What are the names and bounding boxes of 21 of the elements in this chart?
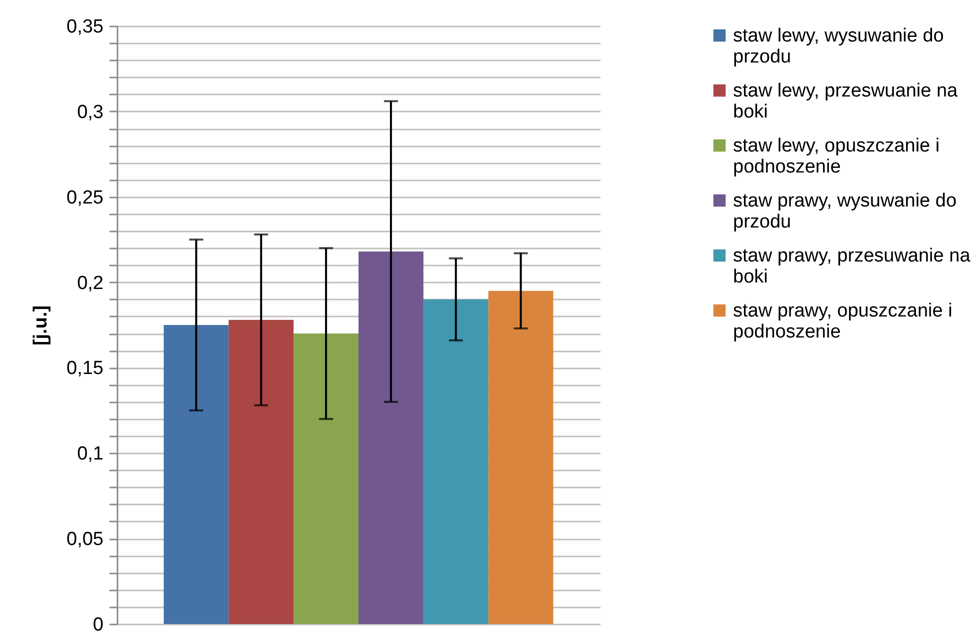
y-tick-label: 0,15 [66, 358, 104, 380]
y-tick-label: 0,3 [77, 102, 104, 123]
bar [228, 320, 294, 624]
legend-label: staw lewy, wysuwanie do przodu [733, 26, 944, 68]
legend-label: staw lewy, opuszczanie i podnoszenie [733, 136, 940, 178]
legend-label: staw prawy, opuszczanie i podnoszenie [733, 300, 952, 342]
bar [294, 334, 358, 624]
y-tick-label: 0,05 [66, 529, 104, 550]
y-tick-label: 0,1 [77, 444, 104, 465]
bar [164, 325, 229, 624]
bar [358, 252, 424, 624]
y-tick-label: 0,2 [77, 272, 104, 294]
bar [423, 299, 488, 624]
bar [488, 290, 554, 624]
legend-label: staw prawy, wysuwanie do przodu [733, 190, 957, 232]
legend-label: staw prawy, przesuwanie na boki [733, 246, 971, 288]
y-tick-label: 0,25 [66, 187, 104, 208]
y-axis-title: [j.u.] [30, 305, 52, 346]
y-tick-label: 0,35 [66, 16, 104, 38]
legend-label: staw lewy, przeswuanie na boki [733, 80, 958, 122]
y-tick-label: 0 [92, 614, 104, 631]
